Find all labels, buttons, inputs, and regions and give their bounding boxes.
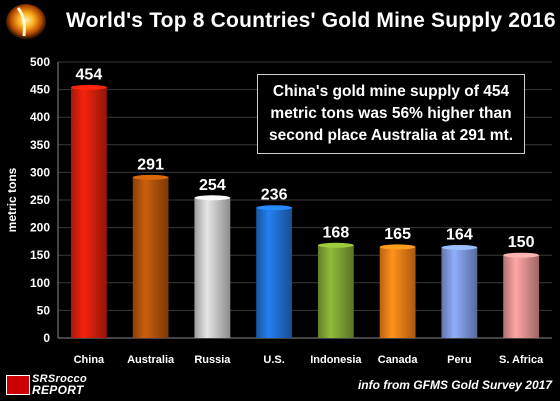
y-tick-label: 450 [30,83,50,97]
bar-cap [379,244,416,250]
x-tick-label: U.S. [263,354,284,366]
labels: 0 50 100 150 200 250 300 350 400 450 500 metric ton… [5,55,544,366]
y-axis-label: metric tons [5,167,19,232]
y-tick-label: 0 [43,331,50,345]
value-label: 254 [199,177,226,194]
y-tick-label: 50 [37,303,51,317]
y-tick-label: 100 [30,276,50,290]
x-tick-label: S. Africa [499,354,544,366]
x-tick-label: Indonesia [310,354,362,366]
x-tick-label: Russia [194,354,231,366]
value-label: 291 [137,156,164,173]
bar-cap [503,252,540,258]
bar-cap [70,84,107,90]
x-tick-label: China [74,354,105,366]
annotation-box: China's gold mine supply of 454 metric t… [257,74,525,154]
brand-logo: SRSrocco REPORT [6,373,126,397]
bar-china [70,87,107,338]
annotation-line: second place Australia at 291 mt. [268,127,514,144]
annotation-line: metric tons was 56% higher than [270,105,512,122]
chart-title: World's Top 8 Countries' Gold Mine Suppl… [66,9,556,32]
brand-subname: REPORT [32,383,84,397]
bar-u-s [256,207,293,338]
brand-badge-icon [6,375,30,395]
y-tick-label: 350 [30,138,50,152]
y-tick-label: 400 [30,110,50,124]
bar-s-africa [503,255,540,338]
y-tick-label: 250 [30,193,50,207]
bar-cap [317,242,354,248]
x-tick-label: Australia [127,354,175,366]
bar-australia [132,177,169,338]
bar-cap [256,205,293,211]
bar-cap [132,174,169,180]
bar-peru [441,247,478,338]
bar-russia [194,197,231,338]
value-label: 164 [446,226,473,243]
bar-cap [194,195,231,201]
value-label: 150 [508,234,535,251]
y-tick-label: 500 [30,55,50,69]
value-label: 165 [384,226,411,243]
source-note: info from GFMS Gold Survey 2017 [357,378,552,392]
y-tick-label: 300 [30,165,50,179]
bar-canada [379,246,416,338]
x-tick-label: Peru [447,354,471,366]
bar-indonesia [317,245,354,338]
annotation-line: China's gold mine supply of 454 [272,83,510,100]
brand-name: SRSrocco [32,373,87,385]
value-label: 236 [261,187,288,204]
gold-pour-logo-icon [6,4,46,40]
x-tick-label: Canada [378,354,419,366]
y-tick-label: 150 [30,248,50,262]
bar-cap [441,244,478,250]
value-label: 168 [323,224,350,241]
y-tick-label: 200 [30,221,50,235]
value-label: 454 [76,66,103,83]
bars [70,84,540,338]
